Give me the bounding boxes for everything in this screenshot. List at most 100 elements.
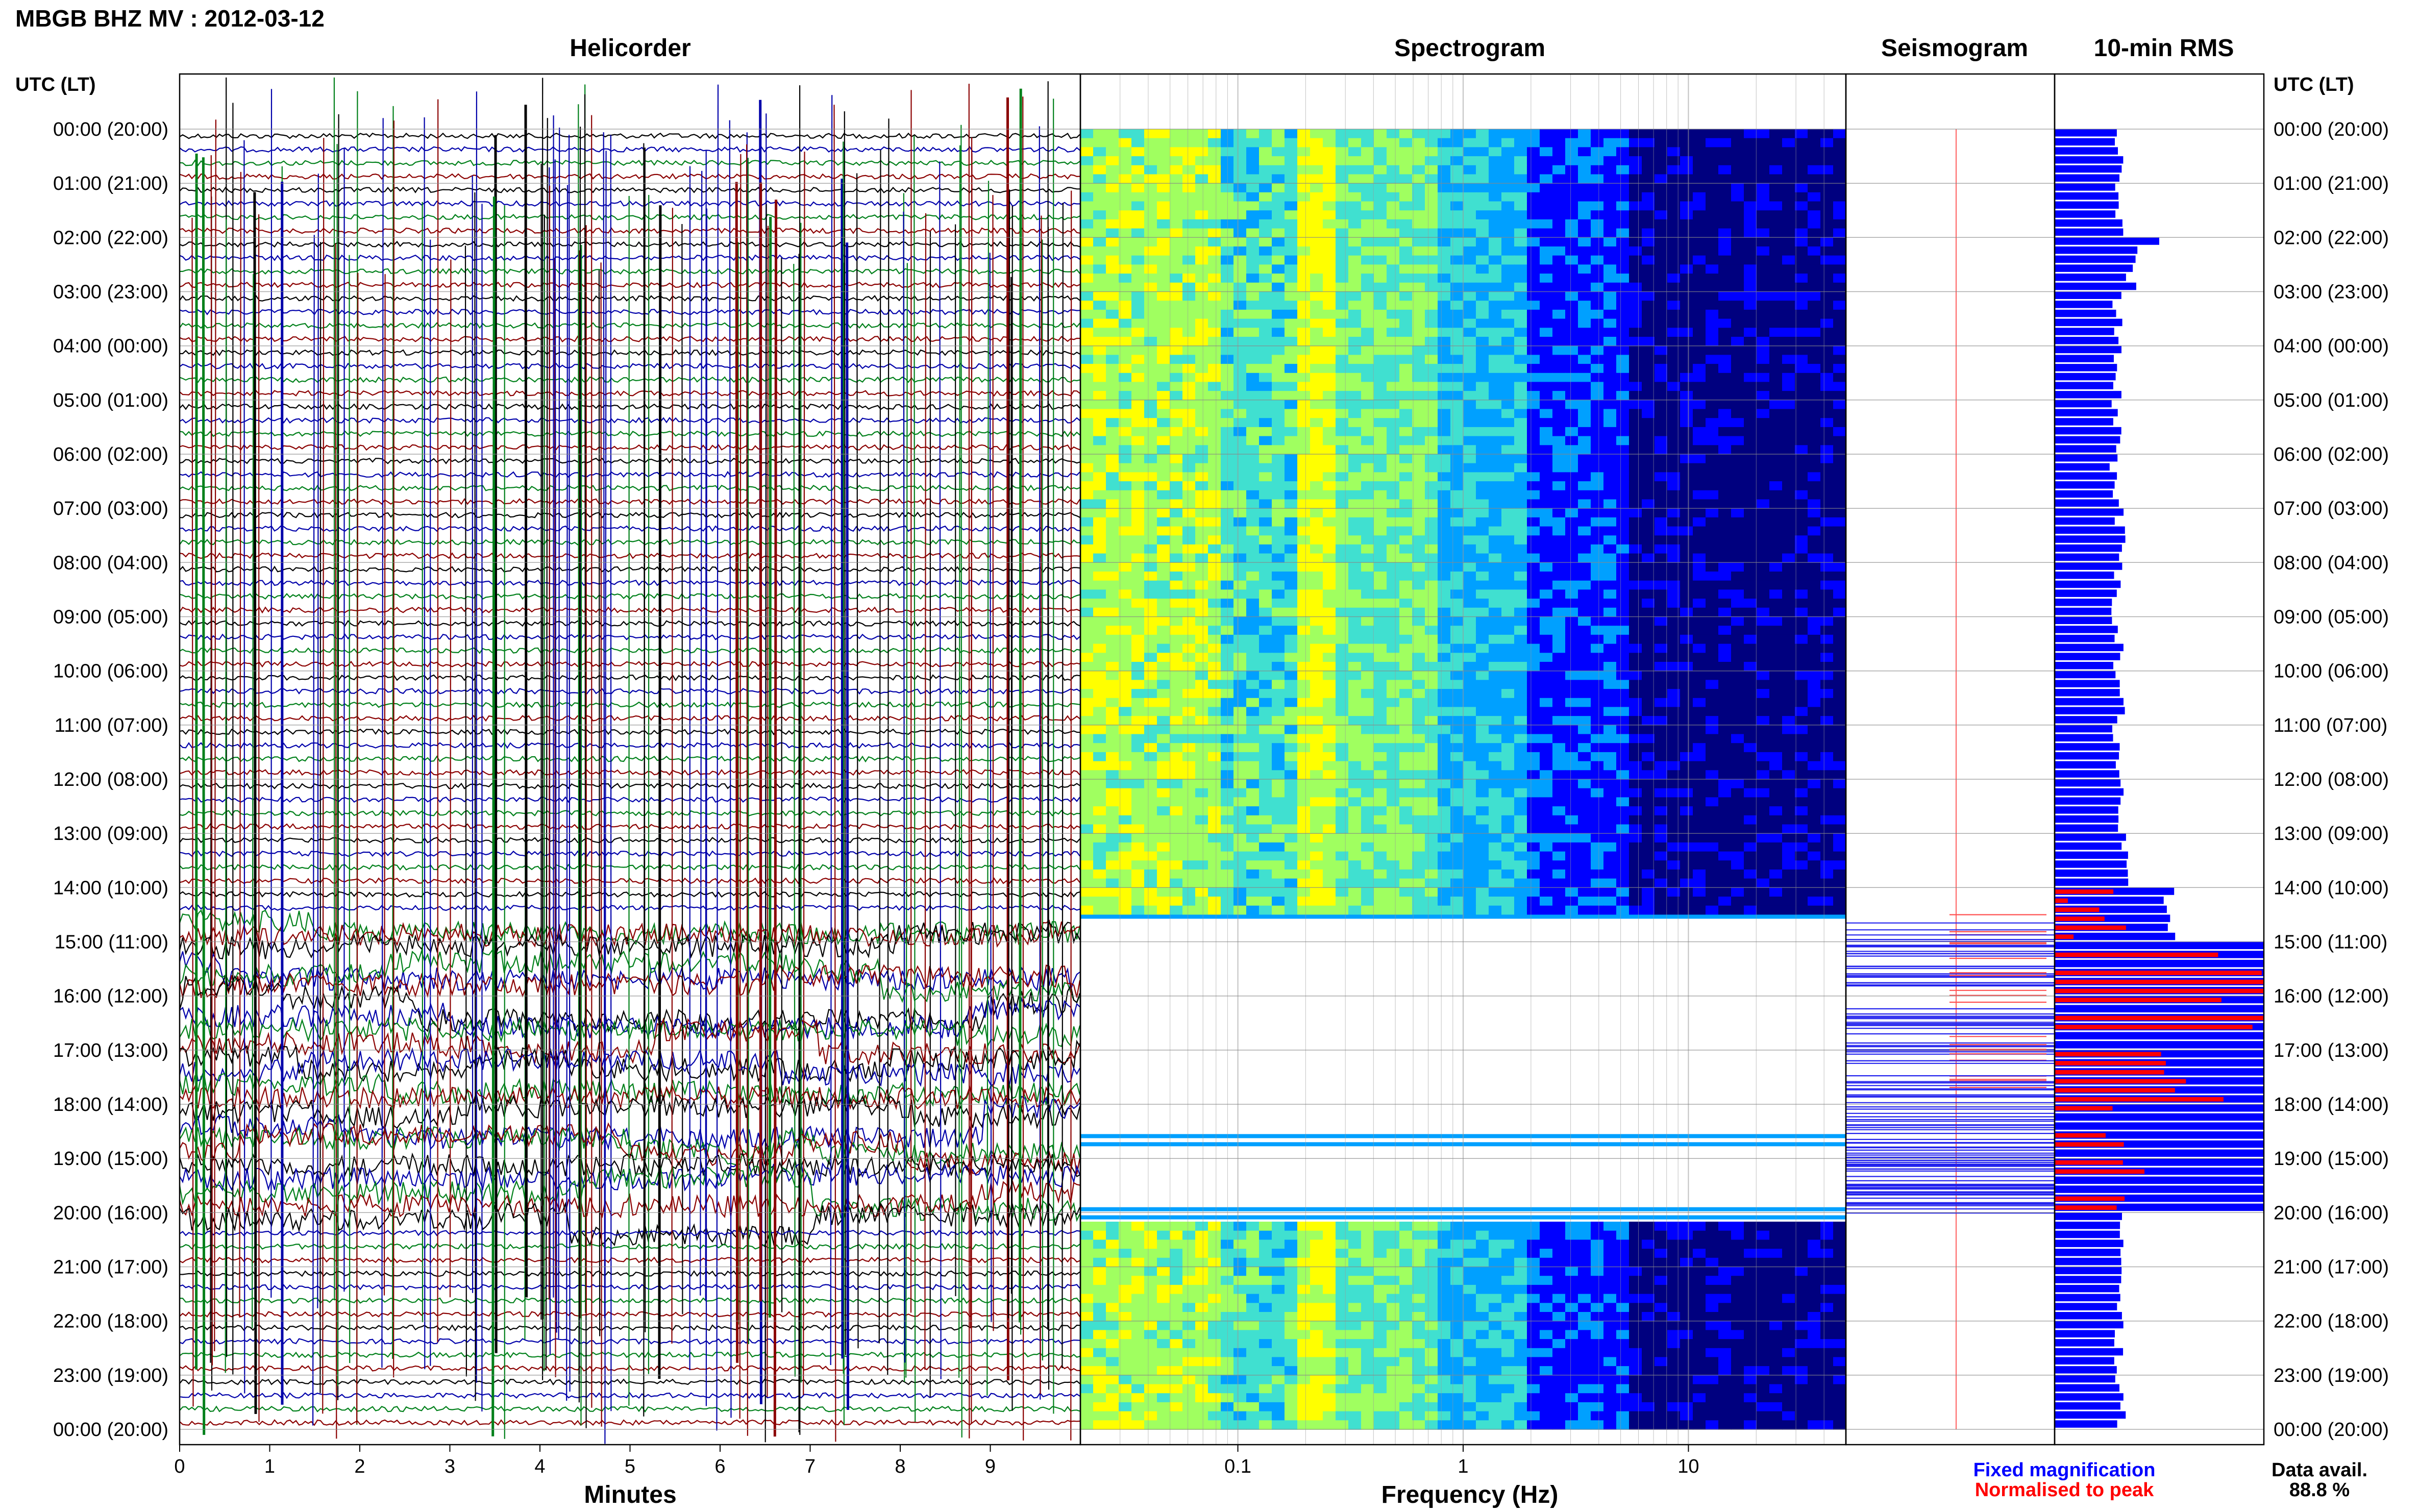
spectrogram-cell	[1208, 607, 1221, 617]
spectrogram-cell	[1285, 743, 1298, 753]
spectrogram-cell	[1170, 562, 1183, 572]
spectrogram-cell	[1808, 201, 1821, 211]
spectrogram-cell	[1808, 445, 1821, 455]
spectrogram-cell	[1093, 589, 1106, 599]
spectrogram-cell	[1336, 156, 1349, 166]
spectrogram-cell	[1463, 517, 1476, 527]
spectrogram-cell	[1246, 454, 1260, 464]
spectrogram-cell	[1144, 445, 1157, 455]
spectrogram-cell	[1157, 328, 1170, 337]
spectrogram-cell	[1170, 129, 1183, 139]
spectrogram-cell	[1157, 129, 1170, 139]
spectrogram-cell	[1438, 454, 1451, 464]
spectrogram-cell	[1744, 301, 1757, 310]
spectrogram-cell	[1820, 725, 1834, 735]
spectrogram-cell	[1119, 264, 1132, 274]
spectrogram-cell	[1170, 671, 1183, 681]
spectrogram-cell	[1106, 508, 1119, 518]
spectrogram-cell	[1667, 698, 1681, 708]
spectrogram-cell	[1285, 328, 1298, 337]
helicorder-trace	[180, 769, 1080, 776]
spectrogram-cell	[1119, 309, 1132, 319]
spectrogram-cell	[1233, 282, 1247, 292]
spectrogram-cell	[1119, 517, 1132, 527]
spectrogram-cell	[1463, 291, 1476, 301]
spectrogram-cell	[1412, 337, 1425, 346]
spectrogram-cell	[1769, 391, 1783, 401]
spectrogram-cell	[1540, 301, 1553, 310]
spectrogram-cell	[1106, 761, 1119, 771]
helicorder-spike	[566, 185, 569, 1401]
spectrogram-cell	[1629, 210, 1642, 220]
spectrogram-cell	[1323, 219, 1336, 229]
spectrogram-cell	[1246, 165, 1260, 175]
spectrogram-cell	[1616, 725, 1630, 735]
spectrogram-cell	[1259, 427, 1272, 437]
spectrogram-cell	[1489, 210, 1502, 220]
helicorder-spike	[322, 138, 325, 1414]
spectrogram-cell	[1323, 589, 1336, 599]
spectrogram-cell	[1157, 246, 1170, 256]
spectrogram-cell	[1527, 499, 1540, 509]
spectrogram-cell	[1693, 201, 1706, 211]
spectrogram-cell	[1769, 607, 1783, 617]
spectrogram-cell	[1833, 454, 1846, 464]
spectrogram-cell	[1476, 680, 1489, 689]
spectrogram-cell	[1603, 544, 1617, 554]
spectrogram-cell	[1808, 364, 1821, 374]
spectrogram-cell	[1667, 833, 1681, 843]
spectrogram-cell	[1642, 752, 1655, 762]
spectrogram-cell	[1323, 815, 1336, 825]
spectrogram-cell	[1820, 391, 1834, 401]
spectrogram-cell	[1808, 355, 1821, 364]
spectrogram-cell	[1629, 634, 1642, 645]
spectrogram-cell	[1080, 544, 1094, 554]
spectrogram-cell	[1361, 562, 1374, 572]
spectrogram-cell	[1119, 842, 1132, 852]
spectrogram-cell	[1655, 481, 1668, 491]
spectrogram-cell	[1603, 355, 1617, 364]
spectrogram-cell	[1476, 616, 1489, 626]
spectrogram-cell	[1080, 508, 1094, 518]
spectrogram-cell	[1757, 572, 1770, 581]
spectrogram-cell	[1374, 255, 1387, 265]
spectrogram-cell	[1476, 580, 1489, 590]
spectrogram-cell	[1808, 481, 1821, 491]
spectrogram-cell	[1399, 743, 1413, 753]
spectrogram-cell	[1233, 490, 1247, 500]
spectrogram-cell	[1782, 192, 1795, 202]
spectrogram-cell	[1272, 698, 1285, 708]
spectrogram-cell	[1285, 761, 1298, 771]
spectrogram-cell	[1374, 662, 1387, 672]
spectrogram-cell	[1501, 364, 1515, 374]
spectrogram-cell	[1310, 183, 1323, 193]
spectrogram-cell	[1629, 373, 1642, 383]
spectrogram-cell	[1374, 174, 1387, 184]
spectrogram-cell	[1374, 544, 1387, 554]
spectrogram-cell	[1782, 698, 1795, 708]
spectrogram-cell	[1782, 797, 1795, 807]
spectrogram-cell	[1680, 725, 1693, 735]
spectrogram-cell	[1744, 418, 1757, 428]
spectrogram-cell	[1144, 328, 1157, 337]
spectrogram-cell	[1182, 698, 1196, 708]
spectrogram-cell	[1693, 156, 1706, 166]
spectrogram-cell	[1246, 274, 1260, 283]
spectrogram-cell	[1170, 481, 1183, 491]
spectrogram-cell	[1387, 662, 1400, 672]
spectrogram-cell	[1374, 391, 1387, 401]
spectrogram-cell	[1246, 246, 1260, 256]
spectrogram-cell	[1603, 824, 1617, 834]
spectrogram-cell	[1718, 400, 1732, 410]
spectrogram-cell	[1463, 156, 1476, 166]
spectrogram-cell	[1744, 174, 1757, 184]
spectrogram-cell	[1782, 165, 1795, 175]
spectrogram-cell	[1769, 192, 1783, 202]
spectrogram-cell	[1144, 535, 1157, 545]
spectrogram-cell	[1412, 725, 1425, 735]
spectrogram-cell	[1514, 643, 1527, 654]
spectrogram-cell	[1731, 463, 1744, 473]
spectrogram-cell	[1667, 599, 1681, 608]
spectrogram-cell	[1272, 752, 1285, 762]
spectrogram-cell	[1182, 210, 1196, 220]
